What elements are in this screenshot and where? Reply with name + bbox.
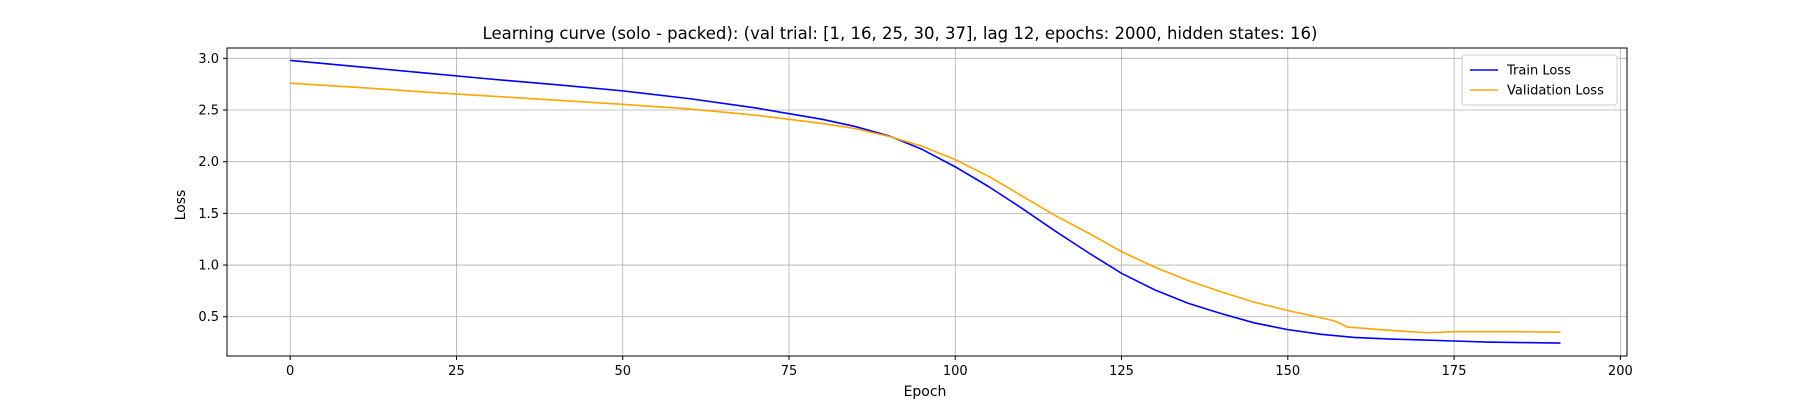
x-axis-label: Epoch — [904, 384, 947, 400]
series-lines — [290, 59, 1561, 344]
x-tick-label: 150 — [1275, 364, 1300, 379]
y-axis-label: Loss — [173, 190, 189, 221]
y-tick-label: 2.5 — [198, 104, 219, 119]
legend-box — [1461, 54, 1618, 106]
plot-frame — [226, 47, 1628, 357]
x-axis-ticks: 0 25 50 75 100 125 150 175 200 — [286, 356, 1633, 379]
y-tick-label: 1.5 — [198, 207, 219, 222]
y-tick-label: 0.5 — [198, 310, 219, 325]
x-tick-label: 175 — [1442, 364, 1467, 379]
legend-label: Validation Loss — [1507, 84, 1604, 99]
y-tick-label: 3.0 — [198, 52, 219, 67]
x-tick-label: 50 — [614, 364, 631, 379]
legend-label: Train Loss — [1506, 64, 1571, 79]
y-axis-ticks: 0.5 1.0 1.5 2.0 2.5 3.0 — [198, 52, 227, 325]
grid-lines — [227, 48, 1627, 356]
legend: Train Loss Validation Loss — [1461, 54, 1618, 106]
x-tick-label: 25 — [448, 364, 465, 379]
x-tick-label: 75 — [781, 364, 798, 379]
x-tick-label: 100 — [943, 364, 968, 379]
x-tick-label: 200 — [1608, 364, 1633, 379]
x-tick-label: 125 — [1109, 364, 1134, 379]
series-line-train-loss — [290, 59, 1561, 344]
chart-title: Learning curve (solo - packed): (val tri… — [483, 24, 1318, 43]
y-tick-label: 2.0 — [198, 155, 219, 170]
x-tick-label: 0 — [286, 364, 294, 379]
series-line-validation-loss — [290, 82, 1561, 334]
y-tick-label: 1.0 — [198, 259, 219, 274]
